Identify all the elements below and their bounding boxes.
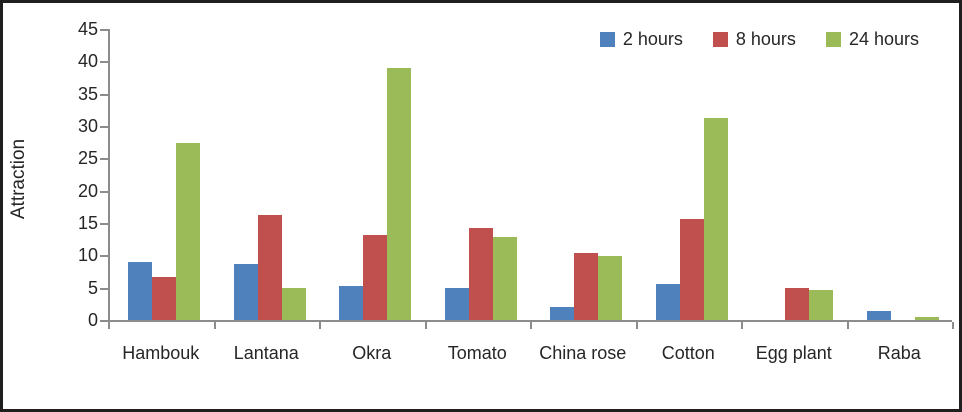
bar-2-hours-Raba bbox=[866, 310, 891, 320]
legend-label: 24 hours bbox=[848, 29, 919, 49]
bar-8-hours-Lantana bbox=[257, 214, 282, 320]
y-tick-mark bbox=[100, 126, 108, 128]
legend-swatch-8-hours bbox=[712, 32, 728, 47]
legend-label: 2 hours bbox=[622, 29, 683, 49]
x-category-label: Tomato bbox=[447, 343, 507, 363]
y-tick-mark bbox=[100, 158, 108, 161]
x-category-label: China rose bbox=[539, 343, 627, 363]
y-tick-mark bbox=[100, 223, 108, 225]
y-tick-mark bbox=[100, 190, 108, 193]
x-tick-mark bbox=[530, 322, 532, 329]
y-tick-label: 45 bbox=[77, 19, 98, 39]
bar-24-hours-Okra bbox=[387, 68, 411, 320]
bar-24-hours-Tomato bbox=[492, 237, 517, 320]
legend-swatch-2-hours bbox=[599, 32, 615, 47]
y-tick-label: 5 bbox=[87, 277, 98, 298]
y-tick-mark bbox=[100, 93, 108, 96]
bar-24-hours-Hambouk bbox=[176, 142, 200, 320]
x-category-label: Lantana bbox=[233, 343, 299, 363]
bar-8-hours-Egg-plant bbox=[785, 287, 809, 320]
x-category-label: Hambouk bbox=[122, 343, 200, 363]
x-category-label: Egg plant bbox=[755, 343, 832, 363]
bar-24-hours-Lantana bbox=[281, 288, 306, 320]
bar-8-hours-Tomato bbox=[468, 228, 493, 320]
legend-swatch-24-hours bbox=[825, 32, 841, 47]
bar-2-hours-Okra bbox=[339, 285, 363, 320]
bar-24-hours-Egg-plant bbox=[809, 290, 833, 320]
x-tick-mark bbox=[741, 322, 743, 329]
x-category-label: Okra bbox=[352, 343, 392, 363]
y-tick-label: 40 bbox=[77, 51, 98, 72]
bar-chart: Attraction 0 5 10 15 20 25 30 35 40 45 Hambouk Lan… bbox=[3, 3, 959, 409]
bar-2-hours-China-rose bbox=[550, 307, 574, 320]
bar-2-hours-Cotton bbox=[655, 283, 680, 320]
bar-24-hours-Raba bbox=[914, 317, 939, 320]
y-tick-label: 15 bbox=[77, 213, 98, 233]
bar-2-hours-Tomato bbox=[444, 287, 469, 320]
bar-2-hours-Lantana bbox=[233, 263, 258, 320]
x-tick-mark bbox=[846, 322, 849, 329]
legend-item: 2 hours bbox=[599, 29, 683, 50]
y-tick-mark bbox=[100, 29, 108, 31]
y-axis-title: Attraction bbox=[8, 138, 29, 220]
bar-8-hours-China-rose bbox=[574, 253, 598, 320]
x-category-label: Cotton bbox=[661, 343, 715, 363]
y-tick-label: 0 bbox=[87, 310, 98, 330]
bar-24-hours-Cotton bbox=[703, 118, 728, 320]
x-tick-mark bbox=[952, 322, 954, 329]
bar-8-hours-Cotton bbox=[679, 219, 704, 320]
y-tick-label: 35 bbox=[77, 83, 98, 104]
bar-8-hours-Hambouk bbox=[152, 277, 176, 320]
y-tick-mark bbox=[100, 61, 108, 64]
y-tick-label: 30 bbox=[77, 116, 98, 136]
y-tick-mark bbox=[100, 255, 108, 258]
x-tick-mark bbox=[213, 322, 216, 329]
x-tick-mark bbox=[108, 322, 110, 329]
bar-8-hours-Okra bbox=[363, 234, 387, 320]
y-tick-mark bbox=[100, 287, 108, 290]
legend-item: 24 hours bbox=[825, 29, 919, 50]
x-tick-mark bbox=[319, 322, 321, 329]
y-tick-label: 10 bbox=[77, 245, 98, 266]
y-tick-label: 20 bbox=[77, 180, 98, 201]
legend: 2 hours 8 hours 24 hours bbox=[599, 29, 919, 50]
x-tick-mark bbox=[424, 322, 427, 329]
legend-label: 8 hours bbox=[735, 29, 796, 49]
x-category-label: Raba bbox=[877, 343, 921, 363]
y-tick-label: 25 bbox=[77, 148, 98, 169]
bar-2-hours-Hambouk bbox=[128, 261, 152, 320]
x-tick-mark bbox=[635, 322, 638, 329]
y-axis-line bbox=[108, 29, 110, 322]
y-tick-mark bbox=[100, 320, 108, 322]
legend-item: 8 hours bbox=[712, 29, 796, 50]
bar-24-hours-China-rose bbox=[598, 255, 622, 320]
x-axis-line bbox=[108, 320, 952, 322]
